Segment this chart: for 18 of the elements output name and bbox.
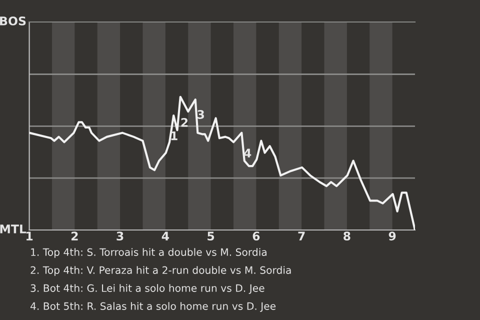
- text: 1. Top 4th: S. Torroais hit a double vs M. Sordia: [31, 248, 266, 258]
- text: MTL: [0, 224, 26, 234]
- text: 4. Bot 5th: R. Salas hit a solo home run vs D. Jee: [30, 302, 276, 312]
- annotation: 3: [198, 110, 204, 119]
- x-tick-label: 4: [162, 232, 169, 240]
- x-tick-label: 9: [388, 232, 396, 241]
- x-tick-label: 2: [72, 232, 78, 240]
- x-tick-label: 5: [208, 232, 214, 241]
- text: 3. Bot 4th: G. Lei hit a solo home run vs D. Jee: [30, 284, 264, 294]
- text: 2. Top 4th: V. Peraza hit a 2-run double vs M. Sordia: [30, 266, 291, 276]
- x-tick-label: 6: [252, 232, 260, 241]
- x-tick-label: 8: [344, 232, 350, 241]
- x-tick-label: 7: [298, 232, 305, 240]
- x-tick-label: 3: [116, 232, 124, 241]
- x-tick-label: 1: [26, 232, 33, 240]
- annotation: 2: [181, 118, 188, 127]
- text: BOS: [0, 16, 26, 26]
- annotation: 1: [171, 131, 178, 140]
